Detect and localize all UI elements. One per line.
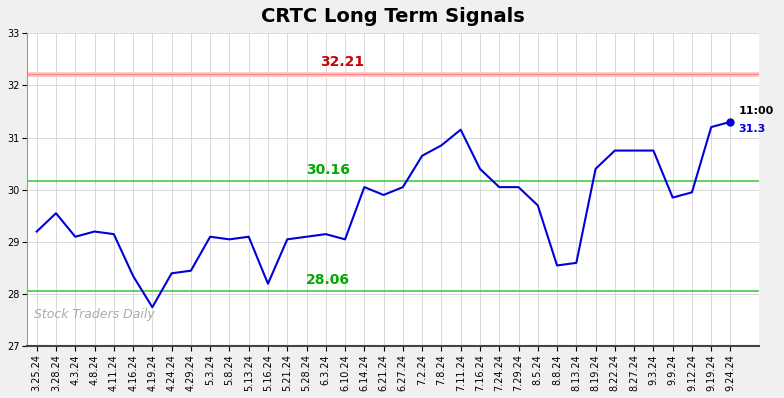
Bar <box>27 72 760 77</box>
Text: Stock Traders Daily: Stock Traders Daily <box>34 308 155 321</box>
Title: CRTC Long Term Signals: CRTC Long Term Signals <box>261 7 525 26</box>
Text: 28.06: 28.06 <box>306 273 350 287</box>
Text: 32.21: 32.21 <box>320 55 364 69</box>
Text: 11:00: 11:00 <box>739 105 774 115</box>
Text: 31.3: 31.3 <box>739 125 765 135</box>
Text: 30.16: 30.16 <box>307 163 350 177</box>
